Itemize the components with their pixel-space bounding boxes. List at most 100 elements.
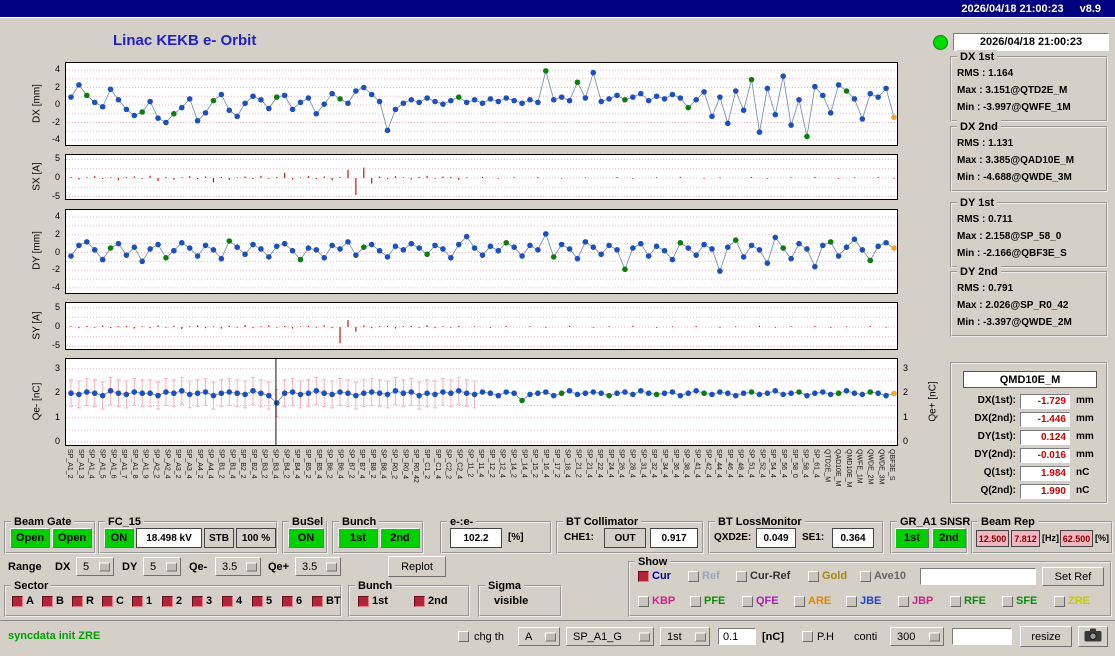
range-qe-minus-dropdown[interactable]: 3.5 — [215, 557, 261, 576]
set-ref-button[interactable]: Set Ref — [1042, 567, 1104, 586]
fc15-on-button[interactable]: ON — [104, 528, 134, 548]
show-jbp-label: JBP — [912, 595, 934, 607]
monitor-row-label: DX(2nd): — [974, 413, 1016, 424]
se1-value: 0.364 — [832, 528, 874, 548]
stat-max: Max : 2.158@SP_58_0 — [957, 231, 1062, 242]
screenshot-button[interactable] — [1078, 626, 1108, 647]
range-dy-label: DY — [122, 561, 138, 573]
sector-r-checkbox[interactable] — [72, 596, 83, 607]
snsr-2nd-button[interactable]: 2nd — [932, 528, 966, 548]
monitor-row-value: -1.446 — [1020, 412, 1070, 427]
beam-gate-open1-button[interactable]: Open — [10, 528, 50, 548]
ee-ratio-title: e-:e- — [447, 515, 477, 529]
sector-2-checkbox[interactable] — [162, 596, 173, 607]
camera-icon — [1084, 628, 1102, 645]
chg-th-checkbox[interactable] — [458, 631, 469, 642]
titlebar-version: v8.9 — [1079, 2, 1101, 15]
extra-input[interactable] — [952, 628, 1012, 645]
fc15-kv-value: 18.498 kV — [136, 528, 202, 548]
sector-4-checkbox[interactable] — [222, 596, 233, 607]
sector-1-checkbox[interactable] — [132, 596, 143, 607]
ref-name-input[interactable] — [920, 568, 1036, 585]
show-ref-checkbox[interactable] — [688, 571, 699, 582]
beam-gate-open2-button[interactable]: Open — [52, 528, 92, 548]
dy-axis-ticks: 4 2 0 -2 -4 — [51, 211, 60, 292]
selected-monitor-name[interactable]: QMD10E_M — [963, 371, 1097, 388]
fc15-percent-value: 100 % — [236, 528, 276, 548]
sector-c-checkbox[interactable] — [102, 596, 113, 607]
interval-dropdown[interactable]: 300 — [890, 627, 944, 646]
range-qe-plus-dropdown[interactable]: 3.5 — [295, 557, 341, 576]
bunch-bottom-title: Bunch — [355, 579, 396, 593]
show-ave10-checkbox[interactable] — [860, 571, 871, 582]
charge-plot[interactable] — [65, 358, 898, 446]
range-qe-plus-label: Qe+ — [268, 561, 290, 573]
sigma-visible-toggle[interactable]: visible — [494, 595, 529, 607]
resize-button[interactable]: resize — [1020, 626, 1072, 647]
bunch-1st-checkbox[interactable] — [358, 596, 369, 607]
dy-axis-label: DY [mm] — [31, 231, 43, 270]
bunch-2nd-button[interactable]: 2nd — [380, 528, 420, 548]
stat-max: Max : 3.385@QAD10E_M — [957, 155, 1075, 166]
sector-5-label: 5 — [266, 595, 273, 607]
beam-rep-value2: 7.812 — [1011, 530, 1040, 547]
sector-b-checkbox[interactable] — [42, 596, 53, 607]
bunch-select-dropdown[interactable]: 1st — [660, 627, 710, 646]
snsr-1st-button[interactable]: 1st — [895, 528, 929, 548]
che1-state-button[interactable]: OUT — [604, 528, 646, 548]
sector-select-dropdown[interactable]: A — [518, 627, 560, 646]
bunch-2nd-checkbox[interactable] — [414, 596, 425, 607]
sector-bt-checkbox[interactable] — [312, 596, 323, 607]
dx-orbit-plot[interactable] — [65, 62, 898, 146]
range-dy-dropdown[interactable]: 5 — [143, 557, 181, 576]
sx-steering-plot[interactable] — [65, 154, 898, 200]
monitor-row-label: Q(1st): — [983, 467, 1016, 478]
monitor-row-unit: nC — [1076, 485, 1090, 496]
show-kbp-label: KBP — [652, 595, 676, 607]
show-gold-checkbox[interactable] — [808, 571, 819, 582]
busel-on-button[interactable]: ON — [288, 528, 324, 548]
show-sfe-checkbox[interactable] — [1002, 596, 1013, 607]
dy-orbit-plot[interactable] — [65, 209, 898, 294]
dx-2nd-stats-group: DX 2nd RMS : 1.131 Max : 3.385@QAD10E_M … — [950, 120, 1108, 192]
show-cur-ref-checkbox[interactable] — [736, 571, 747, 582]
show-jbe-checkbox[interactable] — [846, 596, 857, 607]
monitor-row-value: 0.124 — [1020, 430, 1070, 445]
sector-bt-label: BT — [326, 595, 341, 607]
sy-axis-label: SY [A] — [31, 311, 43, 340]
sector-5-checkbox[interactable] — [252, 596, 263, 607]
monitor-row-label: DY(1st): — [977, 431, 1016, 442]
selected-monitor-panel: QMD10E_M DX(1st): -1.729 mm DX(2nd): -1.… — [950, 362, 1108, 504]
sx-axis-ticks: 5 0 -5 — [51, 153, 60, 201]
sector-6-label: 6 — [296, 595, 303, 607]
range-dx-dropdown[interactable]: 5 — [76, 557, 114, 576]
sy-steering-plot[interactable] — [65, 302, 898, 350]
bunch-1st-button[interactable]: 1st — [338, 528, 378, 548]
show-zre-checkbox[interactable] — [1054, 596, 1065, 607]
sector-3-checkbox[interactable] — [192, 596, 203, 607]
ee-ratio-group: e-:e- 102.2 [%] — [440, 515, 552, 554]
stat-min: Min : -3.997@QWFE_1M — [957, 102, 1071, 113]
show-pfe-checkbox[interactable] — [690, 596, 701, 607]
show-jbp-checkbox[interactable] — [898, 596, 909, 607]
fc15-title: FC_15 — [105, 515, 145, 529]
bt-collimator-title: BT Collimator — [563, 515, 642, 529]
sector-a-checkbox[interactable] — [12, 596, 23, 607]
ph-checkbox[interactable] — [802, 631, 813, 642]
bunch-top-title: Bunch — [339, 515, 380, 529]
show-kbp-checkbox[interactable] — [638, 596, 649, 607]
show-qfe-checkbox[interactable] — [742, 596, 753, 607]
show-rfe-checkbox[interactable] — [950, 596, 961, 607]
bt-lossmonitor-title: BT LossMonitor — [715, 515, 805, 529]
sector-1-label: 1 — [146, 595, 153, 607]
show-cur-checkbox[interactable] — [638, 571, 649, 582]
threshold-input[interactable]: 0.1 — [718, 628, 756, 645]
dx-axis-label: DX [mm] — [31, 84, 43, 123]
bunch-2nd-label: 2nd — [428, 595, 448, 607]
element-select-dropdown[interactable]: SP_A1_G — [566, 627, 654, 646]
replot-button[interactable]: Replot — [388, 556, 446, 577]
bunch-bottom-group: Bunch 1st 2nd — [348, 579, 470, 617]
show-sfe-label: SFE — [1016, 595, 1038, 607]
show-are-checkbox[interactable] — [794, 596, 805, 607]
sector-6-checkbox[interactable] — [282, 596, 293, 607]
